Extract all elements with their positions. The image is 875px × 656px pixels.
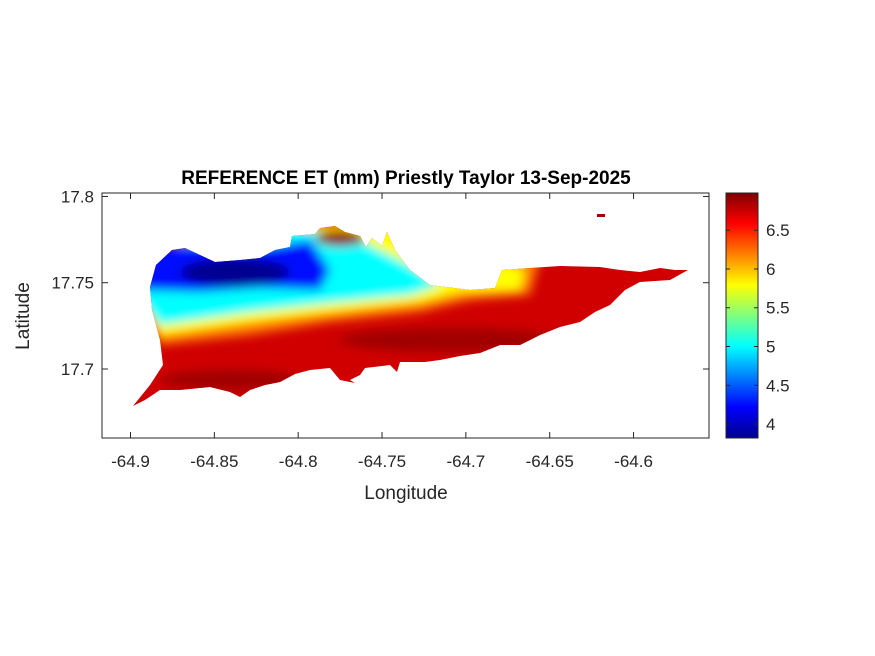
x-tick-label: -64.8 [279, 452, 318, 471]
colorbar [725, 192, 759, 439]
y-tick-label: 17.7 [61, 360, 94, 379]
colorbar-tick-label: 4 [766, 415, 775, 434]
y-tick-label: 17.8 [61, 187, 94, 206]
x-tick-label: -64.6 [614, 452, 653, 471]
x-tick-label: -64.65 [526, 452, 574, 471]
x-tick-label: -64.85 [190, 452, 238, 471]
region-dark-red-north [315, 230, 365, 246]
colorbar-ticks: 4 4.5 5 5.5 6 6.5 [726, 221, 790, 434]
x-tick-label: -64.7 [446, 452, 485, 471]
y-tick-label: 17.75 [51, 274, 94, 293]
axes-box [101, 192, 710, 439]
colorbar-tick-label: 5.5 [766, 299, 790, 318]
y-axis: 17.7 17.75 17.8 [51, 187, 709, 379]
colorbar-tick-label: 5 [766, 338, 775, 357]
map-surface [133, 214, 688, 406]
x-axis-label: Longitude [364, 483, 447, 504]
chart-title: REFERENCE ET (mm) Priestly Taylor 13-Sep… [181, 168, 631, 189]
y-axis-label: Latitude [13, 282, 34, 350]
x-tick-label: -64.9 [111, 452, 150, 471]
islet [597, 214, 605, 217]
colorbar-tick-label: 4.5 [766, 376, 790, 395]
region-dark-red [340, 328, 560, 352]
x-tick-label: -64.75 [358, 452, 406, 471]
colorbar-tick-label: 6 [766, 260, 775, 279]
region-dark-red-south [160, 370, 300, 390]
region-min-et [180, 258, 290, 286]
x-axis: -64.9 -64.85 -64.8 -64.75 -64.7 -64.65 -64.6 [111, 193, 653, 471]
colorbar-tick-label: 6.5 [766, 221, 790, 240]
